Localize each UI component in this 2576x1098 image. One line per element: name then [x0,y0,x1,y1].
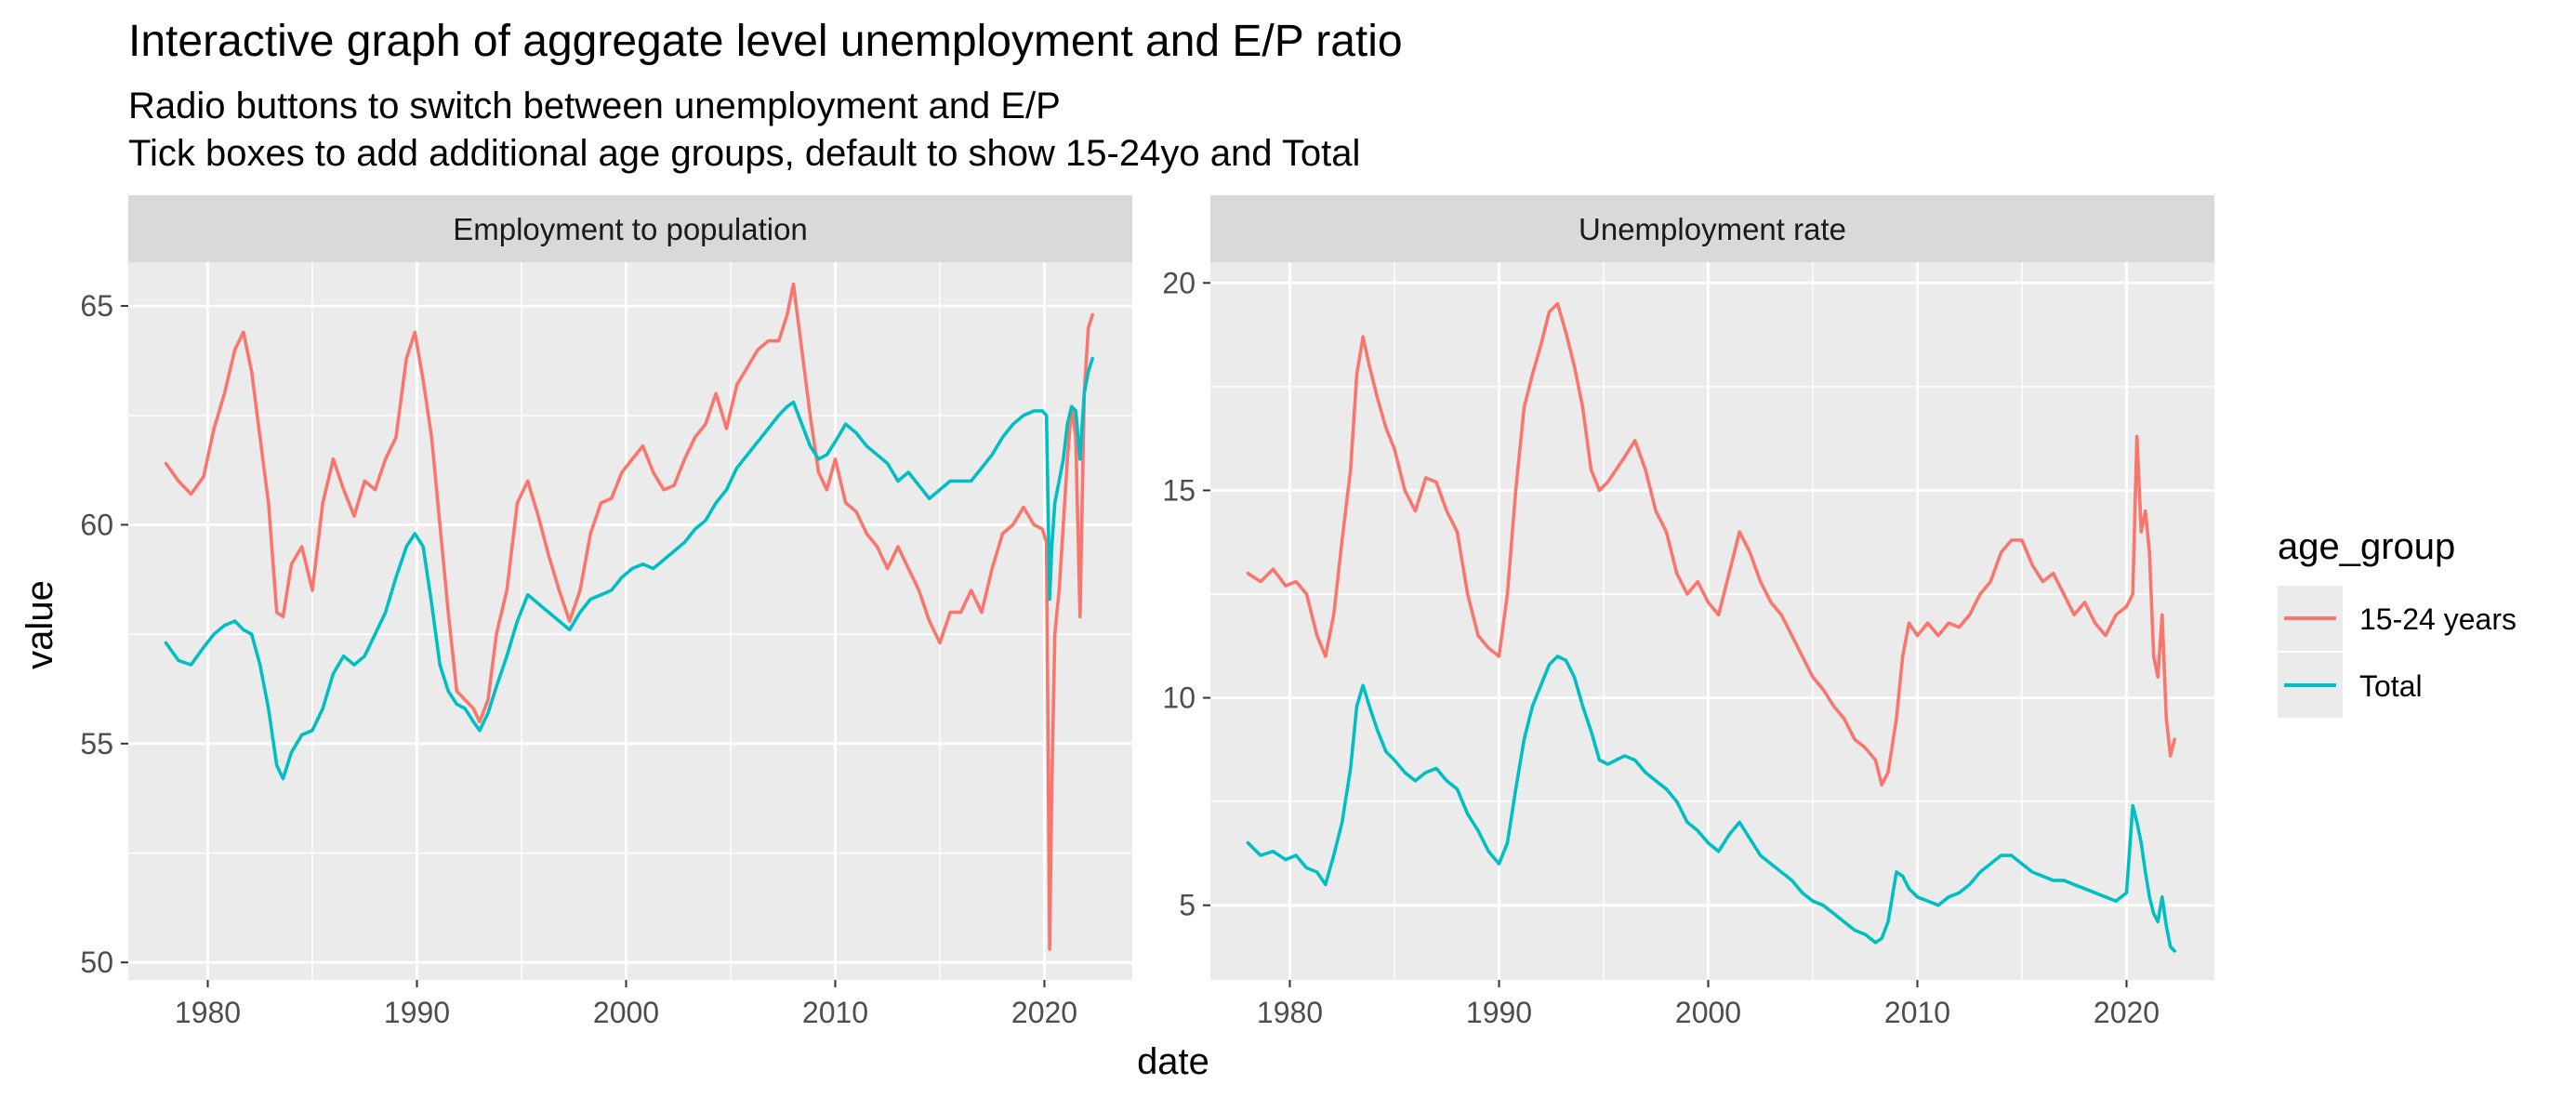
x-tick-label: 2020 [2094,996,2160,1029]
panel-unemployment-rate: Unemployment rate 1980 1990 2000 2010 2020 5 10… [1162,195,2214,1029]
legend: age_group 15-24 years Total [2278,526,2517,718]
x-tick-label: 1990 [1466,996,1532,1029]
legend-label-total: Total [2359,669,2423,703]
legend-title: age_group [2278,526,2455,567]
series-line-total [164,356,1094,781]
facet-strip-label: Employment to population [453,212,808,246]
facet-strip [128,195,1132,262]
y-tick-label: 60 [80,508,113,541]
y-tick-label: 55 [80,727,113,761]
y-tick-label: 5 [1179,889,1196,922]
y-tick-label: 65 [80,289,113,323]
facet-strip [1210,195,2214,262]
x-tick-label: 2020 [1011,996,1077,1029]
y-tick-label: 15 [1162,473,1196,507]
facet-strip-label: Unemployment rate [1579,212,1846,246]
panel-background [128,262,1132,980]
series-line-total [1246,655,2176,953]
legend-item-total: Total [2278,653,2423,718]
y-tick-label: 10 [1162,681,1196,715]
x-tick-label: 2000 [1675,996,1741,1029]
series-line-15-24-years [164,282,1094,951]
y-axis-title: value [20,580,60,669]
x-axis-title: date [1137,1041,1209,1082]
chart-subtitle-line-1: Radio buttons to switch between unemploy… [128,86,1061,126]
x-tick-label: 2010 [1884,996,1950,1029]
y-tick-label: 50 [80,946,113,979]
x-tick-label: 2010 [802,996,868,1029]
y-tick-label: 20 [1162,266,1196,299]
series-line-15-24-years [1246,301,2176,787]
x-tick-label: 1990 [384,996,450,1029]
x-tick-label: 1980 [175,996,241,1029]
legend-label-15-24-years: 15-24 years [2359,602,2517,636]
panel-employment-to-population: Employment to population 1980 1990 2000 2010… [80,195,1132,1029]
panel-background [1210,262,2214,980]
chart-subtitle-line-2: Tick boxes to add additional age groups,… [128,133,1360,174]
legend-item-15-24-years: 15-24 years [2278,586,2517,651]
x-tick-label: 2000 [593,996,659,1029]
chart-title: Interactive graph of aggregate level une… [128,17,1403,66]
x-tick-label: 1980 [1257,996,1323,1029]
